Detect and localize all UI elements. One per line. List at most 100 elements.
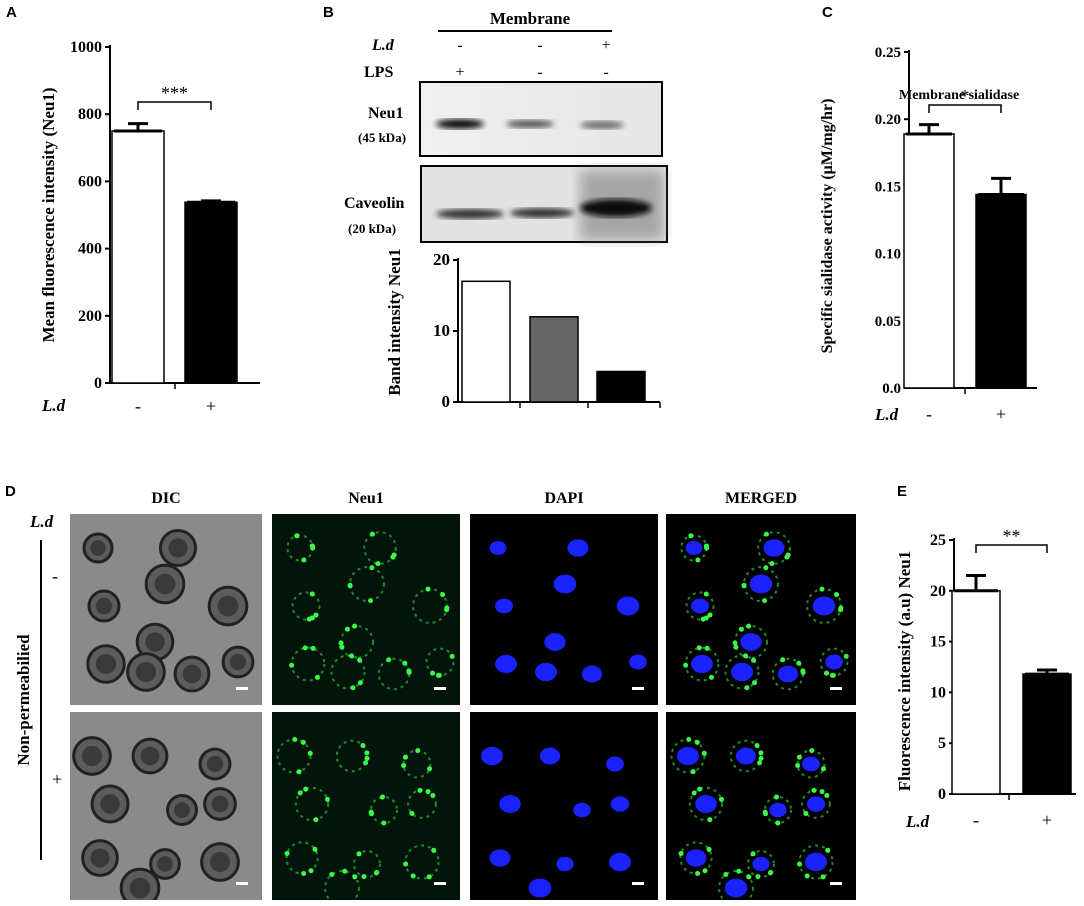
- chart-title: Membrane sialidase: [899, 88, 1019, 103]
- neu1-puncta: [339, 644, 345, 650]
- neu1-puncta: [363, 760, 369, 766]
- blot-ld-sign: +: [601, 37, 610, 54]
- x-category-label: +: [996, 404, 1006, 424]
- y-tick-label: 10: [930, 684, 946, 701]
- neu1-puncta: [313, 817, 319, 823]
- neu1-puncta: [758, 755, 764, 761]
- nucleus-stain: [777, 665, 799, 683]
- y-tick-label: 0: [442, 392, 451, 411]
- blot-lps-sign: -: [603, 64, 608, 81]
- micro-col-merged: MERGED: [725, 490, 797, 507]
- cell-nucleus: [81, 745, 103, 767]
- y-tick-label: 0.20: [875, 112, 901, 128]
- y-tick-label: 600: [78, 173, 102, 190]
- membrane-stain: [402, 749, 432, 779]
- neu1-puncta: [743, 653, 749, 659]
- blot-header: Membrane: [490, 9, 571, 28]
- nucleus-stain: [567, 539, 589, 557]
- neu1-puncta: [804, 873, 810, 879]
- neu1-puncta: [703, 591, 709, 597]
- cell-nucleus: [206, 755, 224, 773]
- bar: [184, 201, 238, 384]
- neu1-puncta: [402, 754, 408, 760]
- membrane-stain: [796, 749, 826, 779]
- panel-b-band-intensity-chart: 0 10 20 Band intensity Neu1: [385, 248, 661, 411]
- neu1-puncta: [821, 766, 827, 772]
- significance-marker: **: [1003, 526, 1021, 546]
- nucleus-stain: [495, 654, 517, 674]
- neu1-puncta: [688, 533, 694, 539]
- nucleus-stain: [769, 802, 787, 818]
- y-tick-label: 0.10: [875, 247, 901, 263]
- neu1-puncta: [703, 543, 709, 549]
- neu1-puncta: [775, 820, 781, 826]
- membrane-stain: [679, 841, 713, 875]
- caveolin-blot-label: Caveolin: [344, 195, 405, 212]
- neu1-puncta: [435, 672, 441, 678]
- neu1-puncta: [430, 792, 436, 798]
- blot-lps-sign: +: [455, 64, 464, 81]
- micrograph-background: [272, 514, 460, 705]
- neu1-puncta: [825, 847, 831, 853]
- blot-lps-label: LPS: [364, 64, 393, 81]
- cell-nucleus: [217, 595, 239, 617]
- nucleus-stain: [608, 852, 632, 872]
- nucleus-stain: [690, 598, 710, 614]
- neu1-puncta: [824, 670, 830, 676]
- panel-c-chart: 0.0 0.05 0.10 0.15 0.20 0.25 - + L.d Specific sia…: [819, 45, 1037, 424]
- neu1-puncta: [820, 874, 826, 880]
- micrograph-dapi: [470, 712, 658, 900]
- neu1-puncta: [357, 657, 363, 663]
- neu1-puncta: [718, 796, 724, 802]
- neu1-puncta: [430, 670, 436, 676]
- nucleus-stain: [629, 654, 647, 670]
- neu1-puncta: [704, 645, 710, 651]
- nucleus-stain: [581, 665, 603, 683]
- neu1-puncta: [796, 754, 802, 760]
- x-axis-label: L.d: [905, 812, 930, 831]
- y-axis-label: Mean fluorescence intensity (Neu1): [39, 87, 58, 342]
- nucleus-stain: [481, 746, 503, 766]
- neu1-puncta: [425, 789, 431, 795]
- neu1-puncta: [843, 653, 849, 659]
- bar: [529, 316, 579, 403]
- membrane-stain: [330, 654, 366, 690]
- panel-letter-c: C: [822, 4, 833, 21]
- nucleus-stain: [610, 796, 630, 812]
- neu1-puncta: [312, 846, 318, 852]
- neu1-puncta: [800, 668, 806, 674]
- neu1-puncta: [309, 543, 315, 549]
- neu1-puncta: [758, 750, 764, 756]
- neu1-puncta: [733, 644, 739, 650]
- membrane-stain: [294, 786, 330, 822]
- neu1-puncta: [307, 750, 313, 756]
- nucleus-stain: [752, 856, 770, 872]
- y-tick-label: 0.0: [882, 381, 901, 397]
- neu1-puncta: [696, 645, 702, 651]
- neu1-puncta: [403, 861, 409, 867]
- row-group-bracket: [40, 540, 42, 860]
- neu1-puncta: [303, 786, 309, 792]
- neu1-puncta: [750, 851, 756, 857]
- neu1-puncta: [754, 742, 760, 748]
- neu1-puncta: [762, 809, 768, 815]
- membrane-stain: [324, 870, 360, 900]
- neu1-puncta: [364, 755, 370, 761]
- x-category-label: +: [206, 396, 216, 416]
- neu1-puncta: [314, 674, 320, 680]
- panel-letter-d: D: [5, 483, 16, 500]
- neu1-puncta: [746, 874, 752, 880]
- cell-nucleus: [90, 540, 106, 556]
- micrograph-image: [666, 514, 856, 705]
- neu1-puncta: [701, 750, 707, 756]
- neu1-puncta: [431, 847, 437, 853]
- panel-b-western-blot: Membrane L.d - - + LPS + - - Neu1 (45 kD…: [344, 9, 668, 243]
- membrane-stain: [363, 531, 397, 565]
- neu1-puncta: [751, 657, 757, 663]
- cell-nucleus: [100, 794, 120, 814]
- membrane-stain: [757, 531, 791, 565]
- cell-nucleus: [174, 802, 190, 818]
- row-group-label: Non-permeabilied: [14, 634, 33, 766]
- membrane-stain: [743, 566, 779, 602]
- neu1-puncta: [300, 739, 306, 745]
